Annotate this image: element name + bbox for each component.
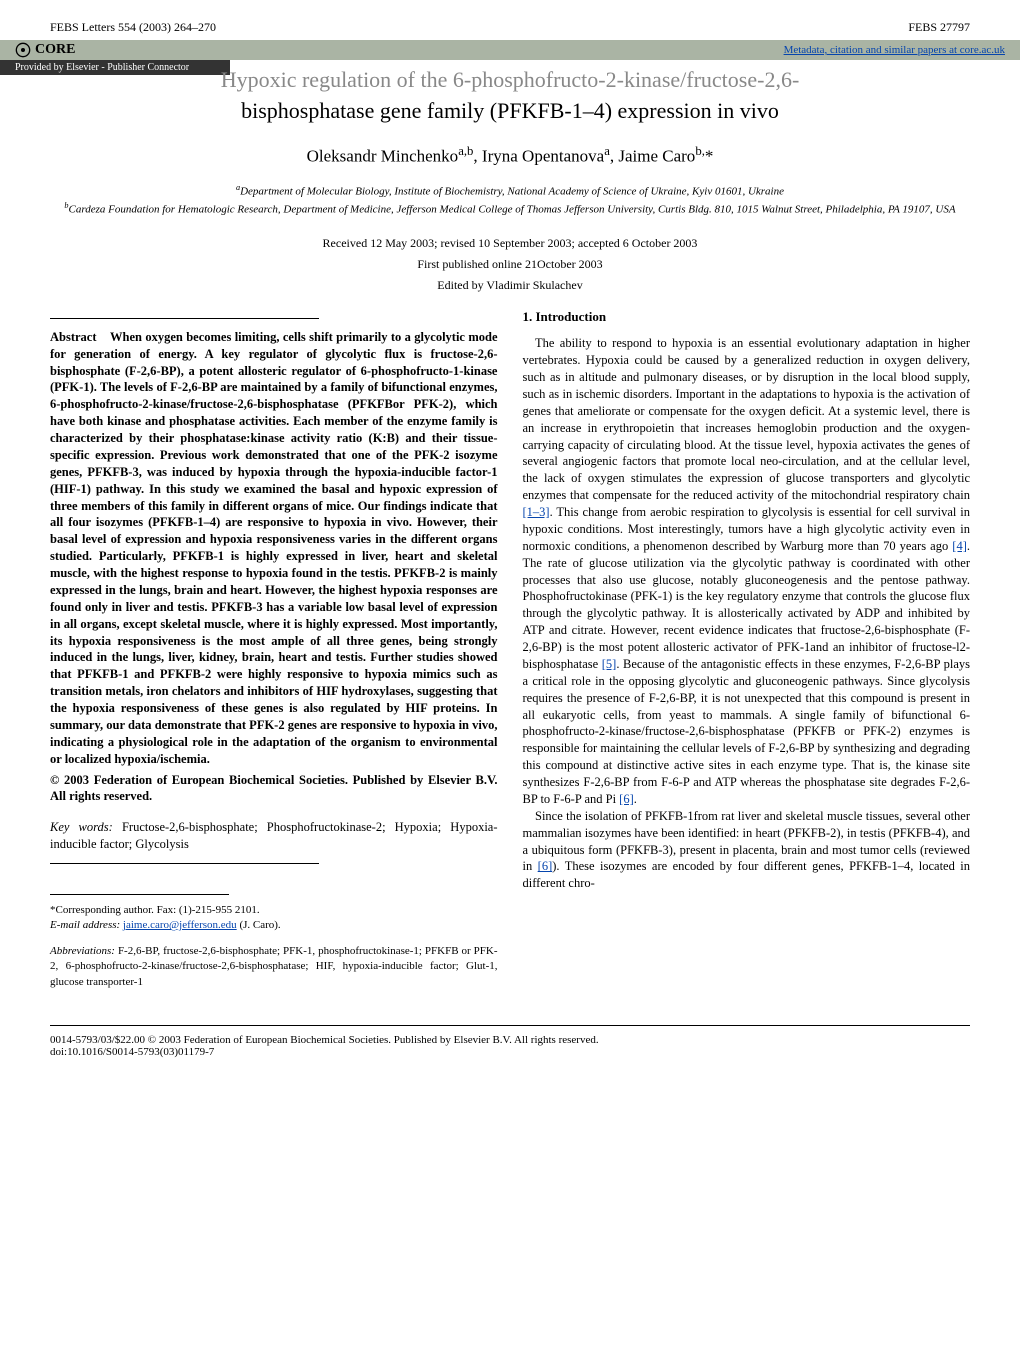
- right-column: 1. Introduction The ability to respond t…: [523, 308, 971, 990]
- abstract-sep-top: [50, 318, 319, 319]
- cite-1-3[interactable]: [1–3]: [523, 505, 550, 519]
- intro-para-2: Since the isolation of PFKFB-1from rat l…: [523, 808, 971, 892]
- email-link[interactable]: jaime.caro@jefferson.edu: [123, 919, 237, 931]
- core-label: CORE: [35, 42, 75, 58]
- two-column-body: Abstract When oxygen becomes limiting, c…: [0, 308, 1020, 1010]
- core-logo-area: CORE: [0, 42, 75, 58]
- affiliations: aDepartment of Molecular Biology, Instit…: [0, 182, 1020, 228]
- left-column: Abstract When oxygen becomes limiting, c…: [50, 308, 498, 990]
- cite-6b[interactable]: [6]: [538, 859, 553, 873]
- core-link-area: Metadata, citation and similar papers at…: [784, 44, 1020, 56]
- intro-body: The ability to respond to hypoxia is an …: [523, 335, 971, 892]
- email-suffix: (J. Caro).: [239, 919, 280, 931]
- cite-4[interactable]: [4]: [952, 539, 967, 553]
- authors-line: Oleksandr Minchenkoa,b, Iryna Opentanova…: [0, 139, 1020, 182]
- abbrev-label: Abbreviations:: [50, 945, 115, 957]
- intro-para-1: The ability to respond to hypoxia is an …: [523, 335, 971, 808]
- keywords-block: Key words: Fructose-2,6-bisphosphate; Ph…: [50, 819, 498, 853]
- footer-copyright: 0014-5793/03/$22.00 © 2003 Federation of…: [50, 1034, 970, 1046]
- core-metadata-link[interactable]: Metadata, citation and similar papers at…: [784, 44, 1005, 56]
- journal-ref-right: FEBS 27797: [908, 20, 970, 35]
- article-title-main: bisphosphatase gene family (PFKFB-1–4) e…: [0, 93, 1020, 139]
- journal-ref-left: FEBS Letters 554 (2003) 264–270: [50, 20, 216, 35]
- first-published: First published online 21October 2003: [0, 254, 1020, 275]
- abstract-block: Abstract When oxygen becomes limiting, c…: [50, 329, 498, 806]
- journal-header: FEBS Letters 554 (2003) 264–270 FEBS 277…: [0, 0, 1020, 40]
- corresponding-footnote: *Corresponding author. Fax: (1)-215-955 …: [50, 903, 498, 934]
- abbreviations-block: Abbreviations: F-2,6-BP, fructose-2,6-bi…: [50, 944, 498, 990]
- email-label: E-mail address:: [50, 919, 120, 931]
- article-dates: Received 12 May 2003; revised 10 Septemb…: [0, 228, 1020, 254]
- abstract-body: When oxygen becomes limiting, cells shif…: [50, 330, 498, 766]
- footnote-sep: [50, 894, 229, 895]
- abstract-label: Abstract: [50, 330, 97, 344]
- affiliation-b: bCardeza Foundation for Hematologic Rese…: [60, 200, 960, 218]
- core-banner: CORE Metadata, citation and similar pape…: [0, 40, 1020, 60]
- footer-bar: 0014-5793/03/$22.00 © 2003 Federation of…: [50, 1025, 970, 1058]
- editor-line: Edited by Vladimir Skulachev: [0, 275, 1020, 308]
- affiliation-a: aDepartment of Molecular Biology, Instit…: [60, 182, 960, 200]
- intro-heading: 1. Introduction: [523, 308, 971, 326]
- core-icon: [15, 42, 31, 58]
- abstract-copyright: © 2003 Federation of European Biochemica…: [50, 772, 498, 806]
- keywords-label: Key words:: [50, 820, 113, 834]
- cite-5[interactable]: [5]: [602, 657, 617, 671]
- email-line: E-mail address: jaime.caro@jefferson.edu…: [50, 918, 498, 933]
- corr-author-line: *Corresponding author. Fax: (1)-215-955 …: [50, 903, 498, 918]
- abstract-sep-bottom: [50, 863, 319, 864]
- cite-6a[interactable]: [6]: [619, 792, 634, 806]
- keywords-body: Fructose-2,6-bisphosphate; Phosphofructo…: [50, 820, 498, 851]
- footer-doi: doi:10.1016/S0014-5793(03)01179-7: [50, 1046, 970, 1058]
- abbrev-body: F-2,6-BP, fructose-2,6-bisphosphate; PFK…: [50, 945, 498, 988]
